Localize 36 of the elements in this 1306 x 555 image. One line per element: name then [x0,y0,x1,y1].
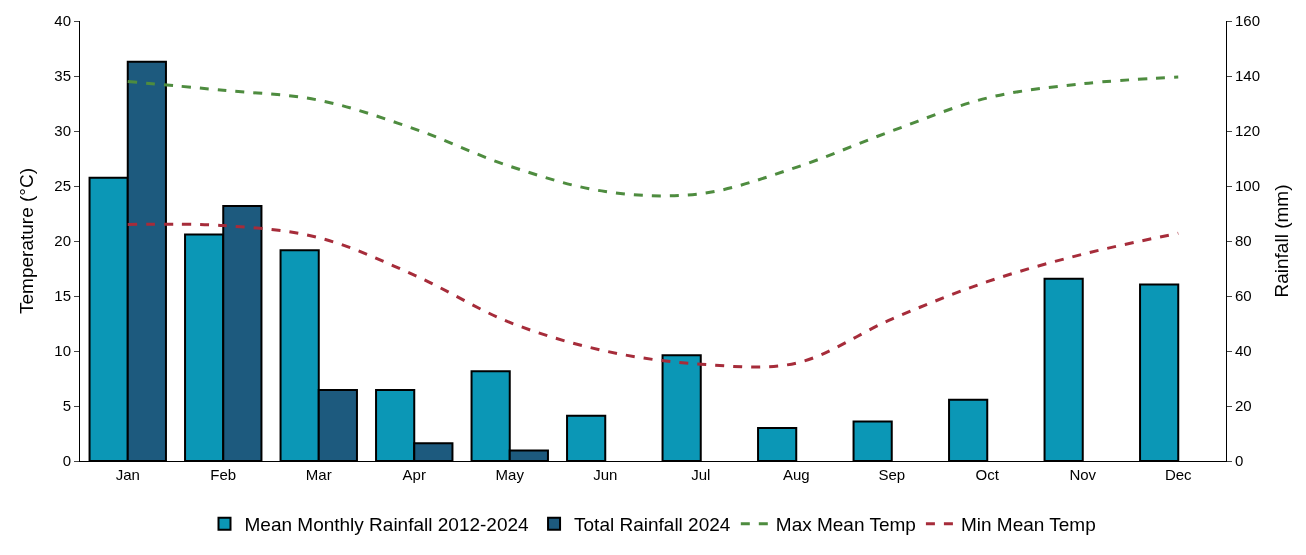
y2-tick-label: 20 [1235,397,1252,415]
y2-tick-label: 0 [1235,452,1244,470]
x-tick-label: Feb [210,466,237,483]
y2-tick-label: 100 [1235,177,1261,195]
x-tick-label: Jan [115,466,140,483]
y-tick-label: 20 [54,232,71,250]
x-tick-label: Apr [402,466,426,483]
y-tick-label: 30 [54,122,71,140]
y2-tick-label: 60 [1235,287,1252,305]
y2-tick-label: 160 [1235,12,1261,30]
y-axis-title: Temperature (°C) [16,168,38,314]
legend-label: Total Rainfall 2024 [574,514,731,536]
y-tick-label: 0 [62,452,71,470]
y-tick-label: 40 [54,12,71,30]
legend-label: Min Mean Temp [960,514,1096,536]
x-tick-label: Nov [1069,466,1097,483]
y2-tick-label: 40 [1235,342,1252,360]
x-tick-label: Sep [878,466,906,483]
x-tick-label: Jun [593,466,618,483]
y-tick-label: 10 [54,342,71,360]
x-tick-label: Aug [782,466,810,483]
legend-label: Max Mean Temp [775,514,916,536]
y-tick-label: 25 [54,177,71,195]
legend-label: Mean Monthly Rainfall 2012-2024 [244,514,530,536]
y2-axis-title: Rainfall (mm) [1270,184,1292,298]
x-tick-label: Dec [1164,466,1193,483]
y-tick-label: 5 [62,397,71,415]
y-tick-label: 15 [54,287,71,305]
x-tick-label: Jul [691,466,711,483]
y-tick-label: 35 [54,67,71,85]
y2-tick-label: 120 [1235,122,1261,140]
x-tick-label: May [495,466,525,483]
y2-tick-label: 140 [1235,67,1261,85]
x-tick-label: Mar [305,466,332,483]
y2-tick-label: 80 [1235,232,1252,250]
x-tick-label: Oct [975,466,1000,483]
